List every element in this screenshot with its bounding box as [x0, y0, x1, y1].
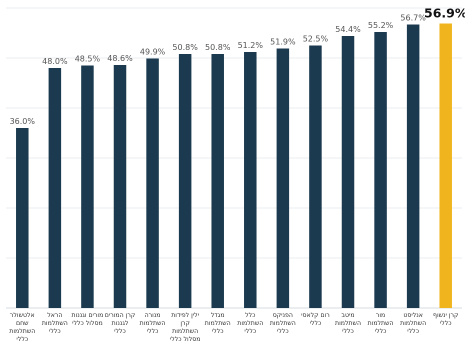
category-label-line: השתלמות: [205, 320, 231, 327]
category-label: מגדל השתלמות כללי: [205, 312, 231, 335]
category-label-line: ילין לפידות: [171, 312, 199, 319]
bar: [146, 58, 159, 308]
category-label: הפניקס השתלמות כללי: [270, 312, 296, 335]
category-label-line: כללי: [375, 328, 387, 335]
category-label-line: כלל: [245, 312, 255, 319]
category-label-line: מור: [376, 312, 385, 319]
value-label: 55.2%: [368, 21, 394, 30]
value-labels-group: 56.9%56.7% 55.2% 54.4% 52.5% 51.9% 51.2% 50.8%…: [10, 6, 465, 127]
category-label: אלטשולר שחם השתלמות כללי: [9, 312, 35, 343]
value-label: 51.2%: [238, 41, 264, 50]
category-label-line: מורים וגננות: [72, 312, 104, 319]
category-label-line: מסלול כללי: [72, 320, 103, 327]
category-label-line: הראל: [47, 312, 62, 319]
category-label-line: השתלמות: [400, 320, 426, 327]
bar: [309, 45, 322, 308]
category-label-line: קרן ינשוף: [433, 312, 458, 319]
value-label: 50.8%: [205, 43, 231, 52]
category-label-line: אנליסט: [403, 312, 423, 319]
category-label: כלל השתלמות כללי: [237, 312, 263, 335]
category-label-line: לגננות: [112, 320, 129, 327]
category-label-line: השתלמות: [172, 328, 198, 335]
bar: [244, 52, 257, 308]
bar: [406, 24, 420, 308]
value-label: 49.9%: [140, 48, 166, 57]
value-label: 48.6%: [107, 54, 133, 63]
category-label: אנליסט השתלמות כללי: [400, 312, 426, 335]
category-label-line: השתלמות: [270, 320, 296, 327]
value-label: 56.7%: [400, 14, 426, 23]
value-label: 56.9%: [424, 6, 465, 21]
value-label: 48.0%: [42, 57, 68, 66]
bar: [439, 23, 452, 308]
category-label-line: כללי: [310, 320, 322, 327]
value-label: 36.0%: [10, 117, 36, 126]
bar: [374, 32, 387, 308]
category-label-line: מסלול כללי: [170, 336, 201, 343]
value-label: 51.9%: [270, 38, 296, 47]
bars-group: [16, 23, 452, 308]
category-label: מיטב השתלמות כללי: [335, 312, 361, 335]
category-label-line: אלטשולר: [10, 312, 35, 319]
category-label-line: רום קלאסי: [301, 312, 330, 319]
category-label-line: כללי: [49, 328, 61, 335]
category-label-line: כללי: [440, 320, 452, 327]
bar: [341, 36, 355, 308]
bar: [16, 128, 29, 308]
bar: [276, 48, 290, 308]
bar: [48, 68, 62, 308]
value-label: 48.5%: [75, 55, 101, 64]
category-label-line: כללי: [212, 328, 224, 335]
category-label-line: השתלמות: [140, 320, 166, 327]
category-label-line: כללי: [342, 328, 354, 335]
category-label-line: כללי: [277, 328, 289, 335]
category-label-line: מגדל: [211, 312, 225, 319]
bar: [81, 65, 94, 308]
category-label: ילין לפידות קרן השתלמות מסלול כללי: [170, 312, 201, 343]
category-label-line: מיטב: [341, 312, 354, 319]
category-label-line: שחם: [16, 320, 29, 327]
gridlines: [6, 7, 462, 309]
category-label-line: קרן: [180, 320, 190, 327]
value-label: 54.4%: [335, 25, 361, 34]
bar: [211, 54, 224, 308]
category-label-line: כללי: [147, 328, 159, 335]
category-label-line: כללי: [244, 328, 256, 335]
category-label: קרן ינשוף כללי: [433, 312, 458, 327]
category-label: רום קלאסי כללי: [301, 312, 330, 327]
bar: [113, 65, 127, 308]
category-label-line: כללי: [114, 328, 126, 335]
category-label-line: השתלמות: [42, 320, 68, 327]
category-label: קרן המורים לגננות כללי: [105, 312, 135, 335]
category-label-line: מנורה: [145, 312, 161, 319]
value-label: 52.5%: [303, 35, 329, 44]
category-label: מור השתלמות כללי: [368, 312, 394, 335]
category-label-line: כללי: [407, 328, 419, 335]
value-label: 50.8%: [172, 43, 198, 52]
category-label: הראל השתלמות כללי: [42, 312, 68, 335]
category-label-line: קרן המורים: [105, 312, 135, 319]
category-label: מנורה השתלמות כללי: [140, 312, 166, 335]
category-label-line: השתלמות: [368, 320, 394, 327]
category-label-line: השתלמות: [335, 320, 361, 327]
category-label: מורים וגננות מסלול כללי: [72, 312, 104, 327]
category-label-line: השתלמות: [9, 328, 35, 335]
bar: [178, 54, 192, 308]
category-label-line: השתלמות: [237, 320, 263, 327]
category-label-line: כללי: [16, 336, 28, 343]
category-label-line: הפניקס: [273, 312, 293, 319]
